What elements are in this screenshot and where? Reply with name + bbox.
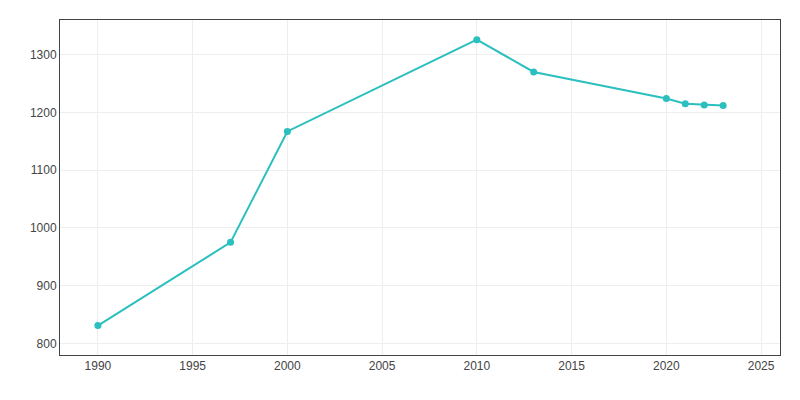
svg-text:2010: 2010 [463, 359, 490, 373]
svg-text:1000: 1000 [30, 221, 57, 235]
svg-text:2005: 2005 [369, 359, 396, 373]
svg-text:2000: 2000 [274, 359, 301, 373]
svg-text:900: 900 [37, 279, 57, 293]
svg-text:1100: 1100 [31, 163, 57, 177]
svg-text:2025: 2025 [748, 359, 775, 373]
svg-text:2015: 2015 [558, 359, 585, 373]
svg-text:2020: 2020 [653, 359, 680, 373]
svg-text:800: 800 [37, 337, 57, 351]
svg-text:1990: 1990 [85, 359, 112, 373]
svg-text:1200: 1200 [30, 106, 57, 120]
svg-text:1300: 1300 [30, 48, 57, 62]
svg-text:1995: 1995 [179, 359, 206, 373]
